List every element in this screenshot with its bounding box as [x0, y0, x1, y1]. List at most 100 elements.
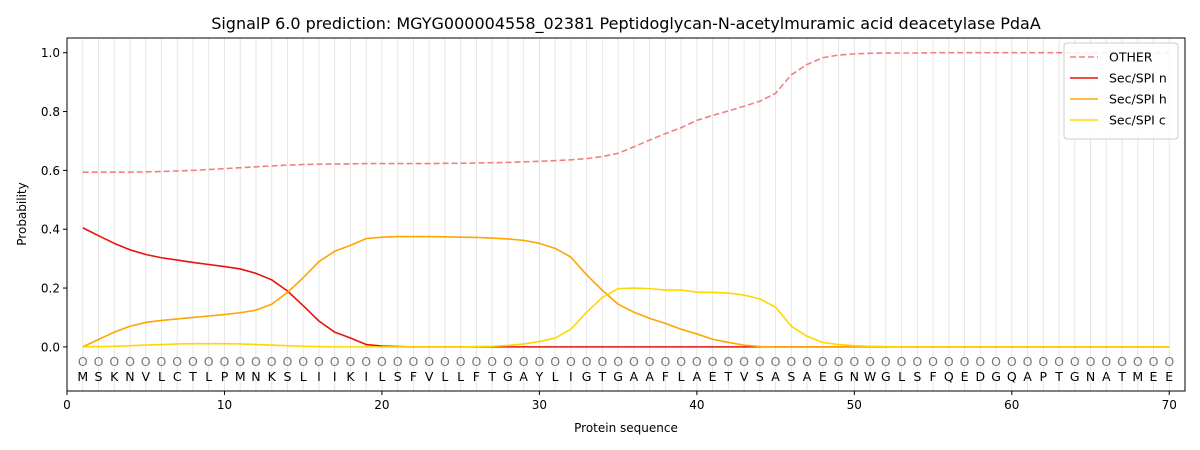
- sequence-residue: P: [1040, 369, 1048, 384]
- sequence-residue: M: [235, 369, 246, 384]
- sequence-residue: T: [598, 369, 607, 384]
- sequence-marker: O: [723, 354, 733, 369]
- x-tick-label: 20: [374, 398, 389, 412]
- sequence-residue: N: [125, 369, 134, 384]
- sequence-marker: O: [1023, 354, 1033, 369]
- sequence-residue: S: [394, 369, 402, 384]
- legend-box: [1063, 42, 1179, 140]
- sequence-marker: O: [991, 354, 1001, 369]
- sequence-residue: F: [662, 369, 669, 384]
- x-tick-label: 40: [689, 398, 704, 412]
- y-tick-label: 1.0: [41, 46, 60, 60]
- sequence-residue: I: [317, 369, 321, 384]
- sequence-residue: K: [110, 369, 119, 384]
- sequence-residue: L: [378, 369, 385, 384]
- sequence-residue: S: [95, 369, 103, 384]
- sequence-marker: O: [346, 354, 356, 369]
- sequence-marker: O: [235, 354, 245, 369]
- y-tick-label: 0.8: [41, 105, 60, 119]
- series-line-sec-spi-c: [82, 287, 1170, 348]
- sequence-marker: O: [267, 354, 277, 369]
- sequence-residue: V: [425, 369, 434, 384]
- series-lines: [82, 51, 1170, 348]
- sequence-residue: L: [678, 369, 685, 384]
- sequence-marker: O: [471, 354, 481, 369]
- sequence-residue: A: [1023, 369, 1032, 384]
- sequence-residue: V: [740, 369, 749, 384]
- sequence-marker: O: [204, 354, 214, 369]
- sequence-marker: O: [975, 354, 985, 369]
- sequence-residue: Y: [535, 369, 544, 384]
- sequence-residue: G: [834, 369, 844, 384]
- sequence-marker: O: [818, 354, 828, 369]
- sequence-marker: O: [109, 354, 119, 369]
- sequence-marker: O: [1133, 354, 1143, 369]
- sequence-marker: O: [597, 354, 607, 369]
- sequence-marker: O: [1149, 354, 1159, 369]
- sequence-residue: F: [473, 369, 480, 384]
- sequence-marker: O: [519, 354, 529, 369]
- sequence-residue: D: [975, 369, 985, 384]
- sequence-marker: O: [834, 354, 844, 369]
- sequence-marker: O: [1038, 354, 1048, 369]
- sequence-residue: E: [709, 369, 717, 384]
- y-axis-label: Probability: [15, 182, 29, 245]
- sequence-residue: Q: [1007, 369, 1017, 384]
- sequence-marker: O: [188, 354, 198, 369]
- sequence-residue: G: [582, 369, 592, 384]
- x-tick-label: 60: [1004, 398, 1019, 412]
- sequence-residue: A: [630, 369, 639, 384]
- grid: [82, 38, 1170, 391]
- sequence-marker: O: [393, 354, 403, 369]
- sequence-residue: S: [913, 369, 921, 384]
- sequence-marker: O: [377, 354, 387, 369]
- sequence-marker: O: [613, 354, 623, 369]
- sequence-marker: O: [314, 354, 324, 369]
- x-tick-label: 10: [217, 398, 232, 412]
- sequence-marker: O: [298, 354, 308, 369]
- sequence-marker: O: [1164, 354, 1174, 369]
- sequence-marker: O: [849, 354, 859, 369]
- sequence-residue: M: [1132, 369, 1143, 384]
- sequence-marker: O: [1086, 354, 1096, 369]
- x-tick-label: 0: [63, 398, 71, 412]
- sequence-residue: E: [1150, 369, 1158, 384]
- y-tick-label: 0.2: [41, 282, 60, 296]
- sequence-residue: A: [803, 369, 812, 384]
- sequence-marker: O: [928, 354, 938, 369]
- sequence-residue: V: [141, 369, 150, 384]
- legend: OTHER Sec/SPI n Sec/SPI h Sec/SPI c: [1063, 42, 1179, 140]
- sequence-marker: O: [94, 354, 104, 369]
- sequence-residue: G: [1070, 369, 1080, 384]
- sequence-residue: L: [300, 369, 307, 384]
- sequence-marker: O: [786, 354, 796, 369]
- sequence-marker: O: [424, 354, 434, 369]
- x-tick-label: 50: [847, 398, 862, 412]
- sequence-marker: O: [125, 354, 135, 369]
- sequence-track: OMOSOKONOVOLOCOTOLOPOMONOKOSOLOIOIOKOIOL…: [77, 354, 1174, 384]
- sequence-marker: O: [692, 354, 702, 369]
- sequence-residue: G: [503, 369, 513, 384]
- sequence-marker: O: [708, 354, 718, 369]
- y-tick-label: 0.0: [41, 340, 60, 354]
- sequence-marker: O: [566, 354, 576, 369]
- sequence-residue: F: [929, 369, 936, 384]
- sequence-marker: O: [283, 354, 293, 369]
- sequence-residue: T: [188, 369, 197, 384]
- series-line-other: [82, 51, 1170, 173]
- sequence-residue: E: [1165, 369, 1173, 384]
- sequence-residue: T: [1117, 369, 1126, 384]
- sequence-marker: O: [141, 354, 151, 369]
- sequence-residue: M: [77, 369, 88, 384]
- sequence-marker: O: [645, 354, 655, 369]
- sequence-marker: O: [881, 354, 891, 369]
- sequence-marker: O: [582, 354, 592, 369]
- sequence-marker: O: [912, 354, 922, 369]
- sequence-marker: O: [1117, 354, 1127, 369]
- sequence-residue: A: [645, 369, 654, 384]
- chart-title: SignalP 6.0 prediction: MGYG000004558_02…: [211, 14, 1041, 34]
- y-tick-label: 0.6: [41, 164, 60, 178]
- sequence-residue: T: [1054, 369, 1063, 384]
- sequence-residue: I: [364, 369, 368, 384]
- sequence-residue: C: [173, 369, 182, 384]
